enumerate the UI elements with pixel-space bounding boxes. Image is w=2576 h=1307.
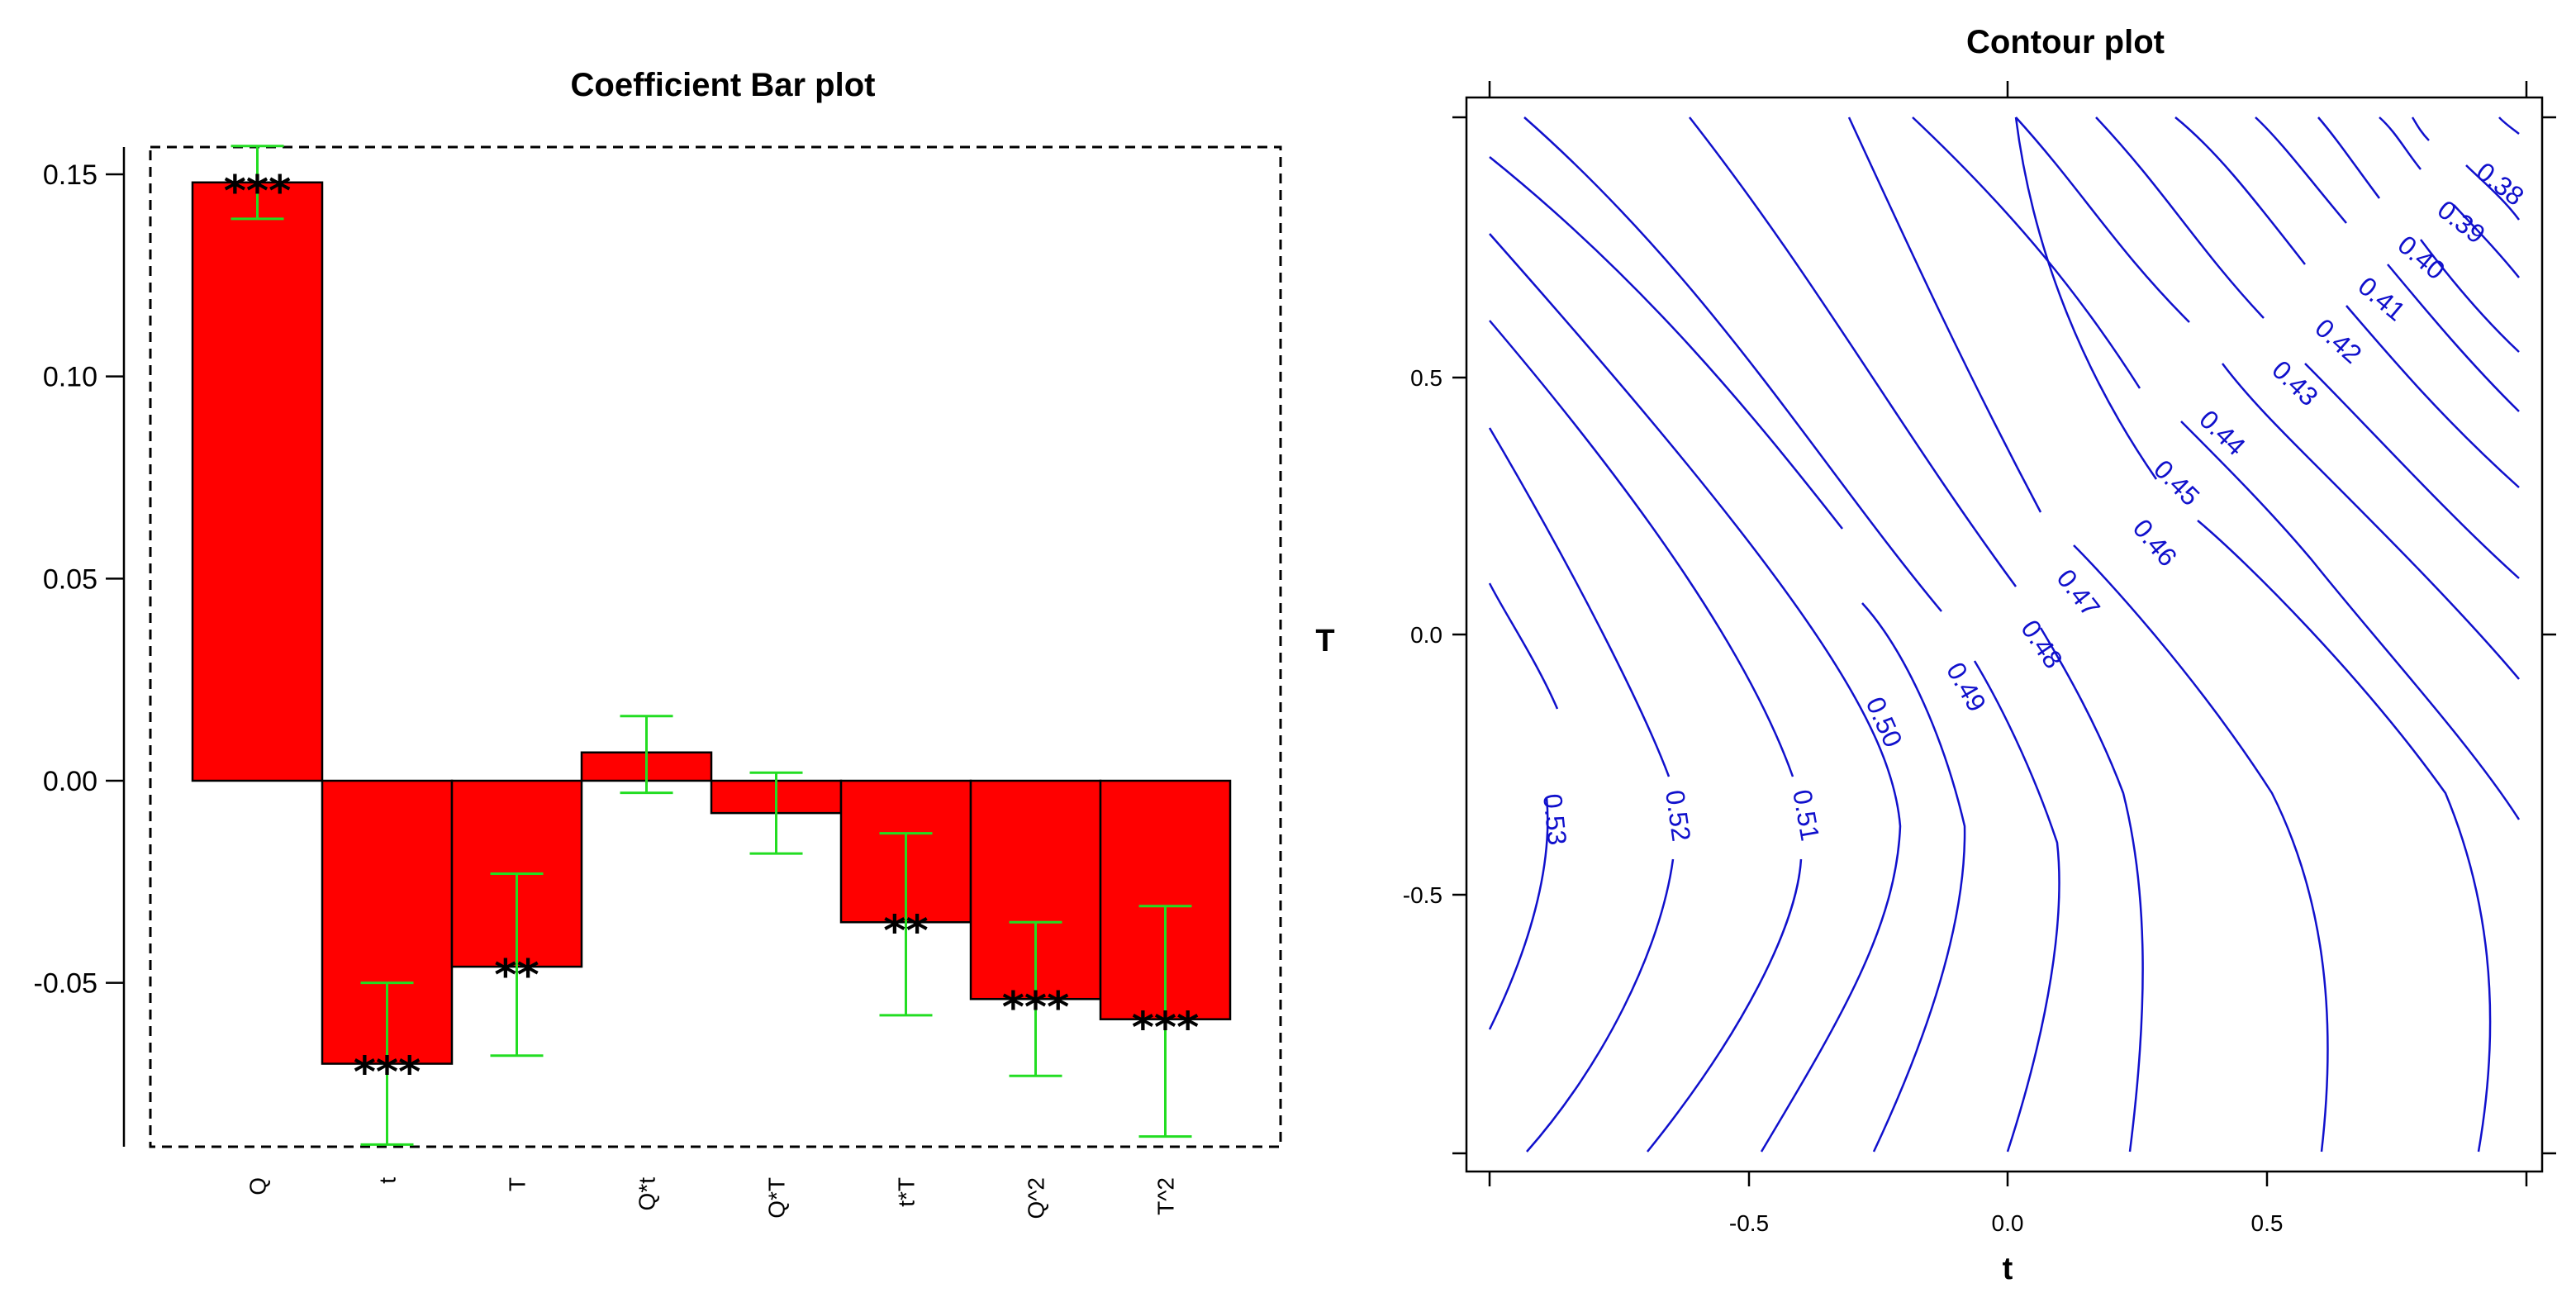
bar-chart-title: Coefficient Bar plot — [571, 67, 876, 103]
contour-label: 0.51 — [1787, 787, 1825, 844]
contour-label: 0.47 — [2051, 563, 2106, 622]
contour-line — [1489, 233, 1902, 1153]
contour-x-tick-label: 0.0 — [1992, 1210, 2024, 1236]
bar-bars — [191, 181, 1232, 1065]
contour-line — [1489, 320, 1803, 1153]
bar-category-label: Q^2 — [1024, 1177, 1049, 1219]
bar-plot-frame — [149, 145, 1282, 1148]
contour-label: 0.49 — [1941, 658, 1992, 717]
contour-label: 0.46 — [2127, 513, 2184, 572]
contour-x-axis-label: t — [2003, 1252, 2013, 1286]
contour-line — [2255, 116, 2520, 412]
contour-line — [1523, 116, 2060, 1153]
contour-label: 0.43 — [2266, 354, 2324, 411]
contour-y-tick-label: 0.0 — [1410, 622, 1442, 648]
bar-category-label: Q*t — [634, 1177, 660, 1211]
contour-line — [2014, 116, 2492, 1153]
contour-label: 0.40 — [2393, 230, 2451, 286]
contour-line — [1847, 116, 2329, 1153]
bar-category-label: t*T — [894, 1177, 920, 1207]
contour-line — [2015, 116, 2520, 680]
contour-y-axis-label: T — [1315, 624, 1334, 658]
contour-line — [2411, 116, 2521, 221]
contour-line — [2379, 116, 2520, 278]
bar-y-tick-label: 0.10 — [43, 362, 97, 393]
significance-label: ** — [494, 951, 539, 1000]
contour-label: 0.48 — [2015, 615, 2069, 674]
contour-line — [2498, 116, 2520, 135]
bar-y-tick-label: -0.05 — [34, 968, 98, 1000]
coefficient-bar-plot: Coefficient Bar plot 0.15 0.10 0.05 0.00 -0.… — [34, 67, 1282, 1219]
bar-category-label: Q — [245, 1177, 271, 1195]
contour-line — [1488, 427, 1675, 1153]
contour-label: 0.52 — [1660, 788, 1696, 844]
bar-y-tick-label: 0.15 — [43, 159, 97, 191]
contour-label: 0.41 — [2353, 271, 2412, 327]
contour-line — [2317, 116, 2520, 353]
contour-axis-ticks — [1452, 81, 2556, 1186]
bar-error-bars — [231, 145, 1192, 1146]
contour-x-tick-label: 0.5 — [2251, 1210, 2284, 1236]
bar-y-tick-label: 0.00 — [43, 766, 97, 797]
contour-line — [1689, 116, 2144, 1153]
bar-category-label: T^2 — [1153, 1177, 1179, 1215]
bar-y-ticks: 0.15 0.10 0.05 0.00 -0.05 — [34, 159, 124, 1000]
contour-line — [1489, 156, 1966, 1153]
bar-category-label: T — [505, 1177, 530, 1191]
significance-label: *** — [1132, 1004, 1200, 1053]
contour-plot-frame — [1465, 96, 2544, 1173]
contour-level-labels: 0.38 0.39 0.40 0.41 0.42 0.43 0.44 0.45 … — [1538, 156, 2530, 847]
significance-label: *** — [224, 167, 292, 216]
contour-y-tick-label: 0.5 — [1410, 365, 1442, 391]
significance-label: ** — [883, 906, 928, 956]
bar-category-label: Q*T — [764, 1177, 790, 1219]
contour-plot: Contour plot -0.5 0.0 0.5 0.5 — [1315, 24, 2556, 1286]
contour-line — [2095, 116, 2520, 579]
contour-label: 0.44 — [2193, 404, 2251, 461]
contour-label: 0.53 — [1538, 792, 1572, 847]
contour-line — [2174, 116, 2520, 488]
significance-label: *** — [354, 1048, 421, 1098]
significance-label: *** — [1002, 983, 1070, 1033]
bar-category-label: t — [375, 1177, 401, 1184]
bar-significance-labels: ************* *** — [224, 167, 1200, 1098]
contour-label: 0.38 — [2471, 156, 2530, 211]
contour-y-tick-label: -0.5 — [1403, 882, 1442, 908]
contour-lines — [1488, 116, 2521, 1153]
bar-y-tick-label: 0.05 — [43, 563, 97, 595]
contour-chart-title: Contour plot — [1966, 24, 2165, 60]
contour-label: 0.45 — [2148, 454, 2205, 511]
contour-line — [1488, 582, 1559, 1030]
contour-x-tick-label: -0.5 — [1729, 1210, 1769, 1236]
contour-label: 0.39 — [2432, 194, 2491, 250]
bar — [191, 181, 324, 782]
contour-line — [1912, 116, 2521, 820]
